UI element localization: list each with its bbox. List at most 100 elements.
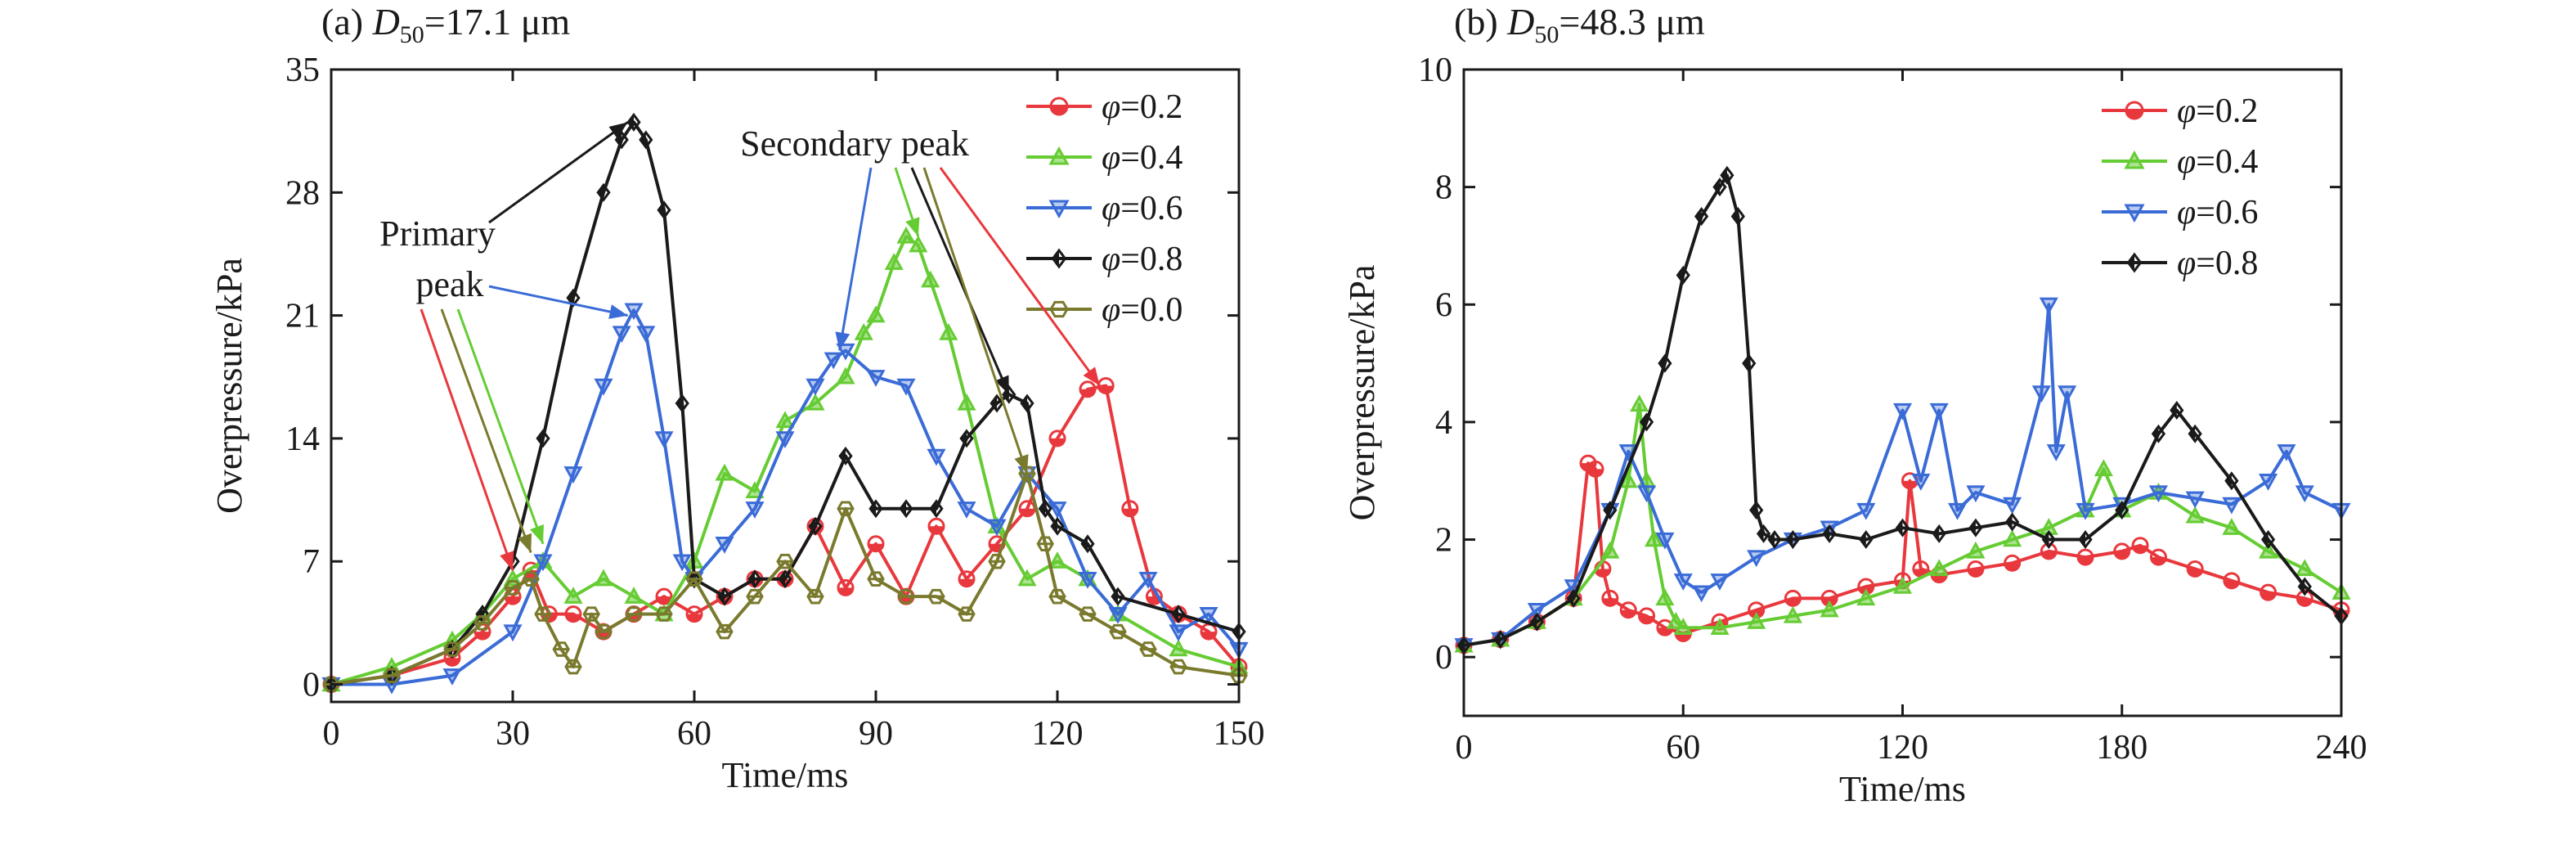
data-point-s2-3 [503, 624, 523, 642]
data-point-s4-10 [595, 623, 613, 640]
y-tick-label-4: 28 [285, 174, 320, 212]
legend: φ=0.2φ=0.4φ=0.6φ=0.8 [2102, 92, 2258, 282]
data-point-s2-23 [2046, 444, 2066, 461]
annotation-arrow-3 [488, 121, 629, 224]
y-axis-title: Overpressure/kPa [1342, 265, 1382, 521]
data-point-s3-29 [2224, 471, 2239, 491]
data-point-s2-18 [836, 343, 855, 361]
data-point-s3-28 [1080, 534, 1095, 554]
data-point-s3-16 [1785, 530, 1800, 550]
data-point-s3-7 [1676, 265, 1690, 285]
data-point-s4-1 [383, 668, 401, 684]
data-point-s3-26 [2151, 424, 2166, 443]
data-point-s2-15 [775, 431, 795, 449]
legend-label-4: φ=0.0 [1102, 291, 1183, 329]
data-point-s0-16 [837, 578, 855, 596]
data-point-s3-18 [1859, 530, 1874, 550]
annotation-arrow-8 [922, 167, 1029, 474]
data-point-s1-17 [1892, 576, 1913, 594]
legend-marker-2 [2124, 204, 2145, 223]
data-point-s0-24 [1079, 380, 1097, 398]
data-point-s3-19 [868, 499, 883, 519]
panel-title-value: =17.1 μm [424, 1, 571, 43]
data-point-s0-5 [1586, 460, 1604, 478]
data-point-s3-10 [639, 130, 653, 150]
data-point-s1-6 [1630, 394, 1649, 412]
data-point-s3-12 [1742, 353, 1757, 373]
legend-value-1: =0.4 [2196, 143, 2258, 181]
data-point-s0-25 [1097, 377, 1115, 394]
data-point-s2-30 [2259, 474, 2278, 491]
y-tick-label-1: 2 [1435, 522, 1452, 560]
data-point-s2-10 [654, 431, 674, 449]
data-point-s2-16 [806, 378, 825, 396]
panel-title-value: =48.3 μm [1559, 1, 1705, 43]
legend-symbol-4: φ [1102, 291, 1120, 329]
data-point-s2-17 [824, 352, 843, 370]
legend-marker-0 [1049, 97, 1069, 116]
legend-marker-3 [1051, 248, 1067, 269]
data-point-s2-24 [2058, 385, 2077, 403]
data-point-s2-11 [672, 554, 692, 572]
data-point-s2-14 [745, 501, 765, 519]
data-point-s2-19 [1966, 485, 1986, 503]
data-point-s3-11 [657, 200, 671, 220]
data-point-s2-7 [612, 326, 631, 344]
data-point-s1-26 [1048, 551, 1067, 569]
x-tick-label-2: 120 [1877, 729, 1928, 767]
data-point-s2-4 [533, 554, 553, 572]
panel-title: (b) D50=48.3 μm [1454, 1, 1705, 48]
legend-symbol-2: φ [2177, 194, 2196, 232]
data-point-s0-26 [2131, 537, 2149, 555]
data-point-s4-2 [443, 641, 461, 657]
legend-label-1: φ=0.4 [1102, 139, 1183, 177]
data-point-s2-6 [1636, 485, 1657, 503]
legend-marker-0 [2125, 101, 2144, 120]
data-point-s3-22 [2005, 512, 2020, 532]
y-tick-label-5: 10 [1418, 52, 1452, 89]
data-point-s4-25 [1036, 536, 1054, 552]
data-point-s1-23 [2094, 459, 2113, 477]
data-point-s1-7 [594, 569, 613, 587]
legend-item-1: φ=0.4 [2102, 143, 2258, 181]
legend-value-2: =0.6 [1120, 190, 1183, 227]
x-tick-label-4: 240 [2316, 729, 2367, 767]
data-point-s2-28 [1138, 571, 1158, 589]
data-point-s1-14 [806, 393, 825, 411]
legend-item-0: φ=0.2 [2102, 92, 2258, 130]
data-point-s4-14 [716, 623, 734, 640]
data-point-s2-25 [1048, 501, 1067, 519]
data-point-s2-29 [1169, 624, 1188, 642]
data-point-s0-19 [927, 517, 945, 535]
data-point-s2-27 [2148, 485, 2169, 503]
x-tick-label-0: 0 [323, 715, 340, 753]
data-point-s4-3 [473, 615, 491, 631]
annotation-arrow-7 [910, 167, 1011, 395]
data-point-s2-9 [636, 326, 656, 344]
legend-symbol-3: φ [2177, 245, 2196, 282]
data-point-s3-30 [2260, 530, 2276, 550]
data-point-s3-5 [1639, 412, 1654, 432]
annotation-arrow-4 [488, 285, 628, 319]
legend-marker-3 [2126, 252, 2143, 273]
data-point-s1-13 [1747, 612, 1766, 629]
panel-a-chart: (a) D50=17.1 μm 0 30 60 90 120 150 0 7 14 21 28 35 Ti… [209, 1, 1265, 795]
data-point-s3-25 [1020, 394, 1034, 413]
data-point-s0-28 [2186, 560, 2204, 578]
legend-label-3: φ=0.8 [1102, 241, 1183, 278]
legend-item-4: φ=0.0 [1026, 291, 1183, 329]
data-point-s2-22 [957, 501, 976, 519]
data-point-s3-15 [747, 569, 762, 589]
data-point-s3-20 [1932, 524, 1946, 543]
data-point-s3-9 [1712, 178, 1727, 197]
data-point-s1-23 [957, 393, 976, 411]
data-point-s2-27 [1108, 606, 1128, 624]
y-tick-label-2: 14 [285, 420, 320, 458]
data-point-s0-7 [564, 605, 582, 623]
annotation-arrow-5 [835, 167, 873, 351]
data-point-s1-9 [1655, 588, 1675, 606]
data-point-s1-6 [563, 587, 583, 604]
data-point-s1-21 [921, 270, 940, 288]
data-point-s1-16 [1856, 588, 1876, 606]
data-point-s1-15 [836, 367, 855, 385]
